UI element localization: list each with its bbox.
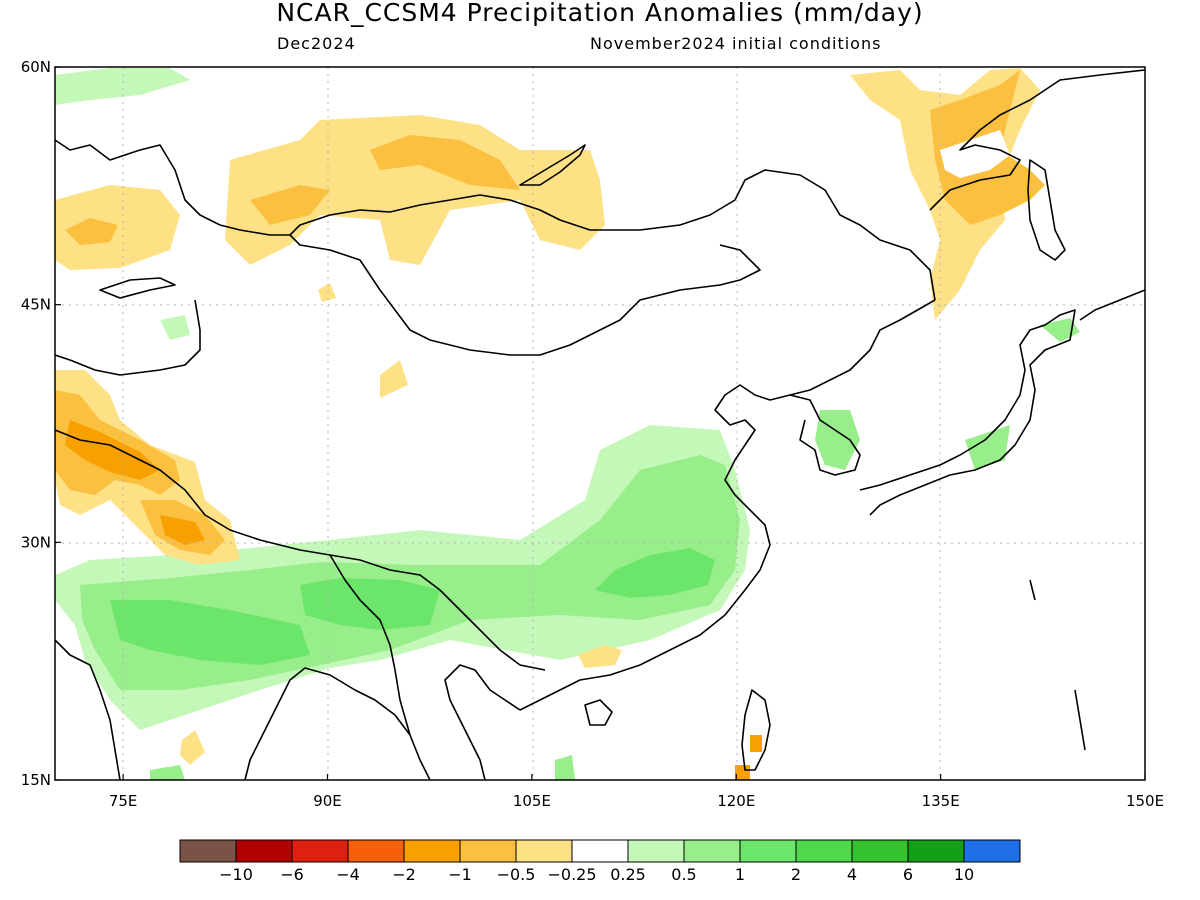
coast-japan (859, 309, 1076, 516)
latitude-labels: 60N 45N 30N 15N (21, 58, 51, 789)
lon-label: 90E (313, 792, 342, 810)
lat-label: 15N (21, 771, 51, 789)
colorbar-swatch (739, 839, 797, 863)
colorbar-swatch (235, 839, 293, 863)
anomaly-hokkaido (1040, 318, 1080, 342)
anomaly-indochina-green (150, 765, 185, 780)
coast-sakhalin (1027, 159, 1066, 261)
coast-kamchatka (1079, 289, 1145, 321)
forecast-month: Dec2024 (277, 34, 356, 53)
colorbar-swatch (851, 839, 909, 863)
colorbar-label: 0.5 (671, 865, 696, 884)
colorbar-swatch (291, 839, 349, 863)
border-kazakhstan-china (55, 299, 201, 376)
colorbar-swatch (515, 839, 573, 863)
colorbar-swatch (795, 839, 853, 863)
colorbar-label: −6 (280, 865, 304, 884)
coast-philippines (1029, 579, 1086, 751)
colorbar-label: −2 (392, 865, 416, 884)
anomaly-siberia-green (55, 68, 190, 105)
border-russia-kazakhstan (55, 139, 936, 301)
colorbar-label: −1 (448, 865, 472, 884)
border-mongolia-china (289, 234, 761, 356)
coast-india-west (55, 639, 121, 780)
lon-label: 135E (922, 792, 960, 810)
colorbar-swatch (963, 839, 1021, 863)
map-title: NCAR_CCSM4 Precipitation Anomalies (mm/d… (276, 0, 924, 27)
colorbar-swatch (627, 839, 685, 863)
colorbar-swatch (179, 839, 237, 863)
colorbar-label: 0.25 (610, 865, 646, 884)
longitude-labels: 75E 90E 105E 120E 135E 150E (109, 792, 1164, 810)
anomaly-hainan-green (555, 755, 575, 780)
lat-label: 60N (21, 58, 51, 76)
colorbar-label: 10 (954, 865, 974, 884)
lon-label: 75E (109, 792, 138, 810)
colorbar-label: −4 (336, 865, 360, 884)
coast-bay-of-bengal (244, 667, 431, 780)
colorbar-swatch (907, 839, 965, 863)
colorbar-swatch (571, 839, 629, 863)
anomaly-altai-dry (225, 115, 605, 265)
coast-baikal (519, 144, 586, 186)
neutral-patch (940, 130, 1010, 178)
lat-label: 30N (21, 533, 51, 551)
colorbar-label: 2 (791, 865, 801, 884)
anomaly-taiwan-dry (735, 735, 762, 780)
colorbar-label: 1 (735, 865, 745, 884)
colorbar-label: −0.5 (497, 865, 536, 884)
axis-ticks (55, 66, 1146, 781)
coast-bohai-korea (519, 384, 791, 711)
anomaly-japan (965, 425, 1010, 470)
border-himalaya (55, 429, 546, 671)
border-manchuria (789, 299, 936, 396)
anomaly-yangtze (595, 548, 715, 598)
lat-label: 45N (21, 296, 51, 314)
coast-okhotsk (929, 69, 1145, 211)
colorbar-label: −0.25 (547, 865, 596, 884)
colorbar-swatch (683, 839, 741, 863)
border-myanmar (329, 554, 411, 736)
coastlines-borders (55, 69, 1145, 780)
anomaly-himalaya-dry-core (65, 420, 205, 545)
initial-conditions: November2024 initial conditions (590, 34, 882, 53)
coast-balkhash (99, 277, 176, 299)
coast-taiwan (741, 689, 771, 771)
plot-frame (54, 66, 1146, 781)
colorbar-swatch (347, 839, 405, 863)
anomaly-guangdong-dry (578, 645, 622, 668)
coast-indochina (444, 664, 521, 780)
anomaly-kazakh-green (160, 315, 190, 340)
lon-label: 105E (513, 792, 551, 810)
colorbar-label: −10 (219, 865, 253, 884)
anomaly-bangladesh (110, 600, 310, 665)
lon-label: 150E (1126, 792, 1164, 810)
anomaly-shading (55, 68, 1080, 780)
anomaly-kazakh-dry (55, 185, 180, 270)
colorbar-label: 6 (903, 865, 913, 884)
lon-label: 120E (717, 792, 755, 810)
anomaly-india-dry (180, 730, 205, 765)
colorbar-swatch (403, 839, 461, 863)
coast-hainan (584, 699, 613, 726)
anomaly-dry-spot (318, 283, 336, 302)
anomaly-altai-dry-core (250, 135, 520, 225)
anomaly-korea (815, 410, 860, 470)
colorbar (179, 839, 1021, 863)
colorbar-swatch (459, 839, 517, 863)
colorbar-label: 4 (847, 865, 857, 884)
anomaly-tibet-dry (380, 360, 408, 398)
anomaly-assam (300, 578, 440, 630)
anomaly-kazakh-dry-core (65, 218, 118, 245)
colorbar-labels: −10 −6 −4 −2 −1 −0.5 −0.25 0.25 0.5 1 2 4 6 10 (219, 865, 974, 884)
coast-korea-peninsula (789, 394, 861, 476)
